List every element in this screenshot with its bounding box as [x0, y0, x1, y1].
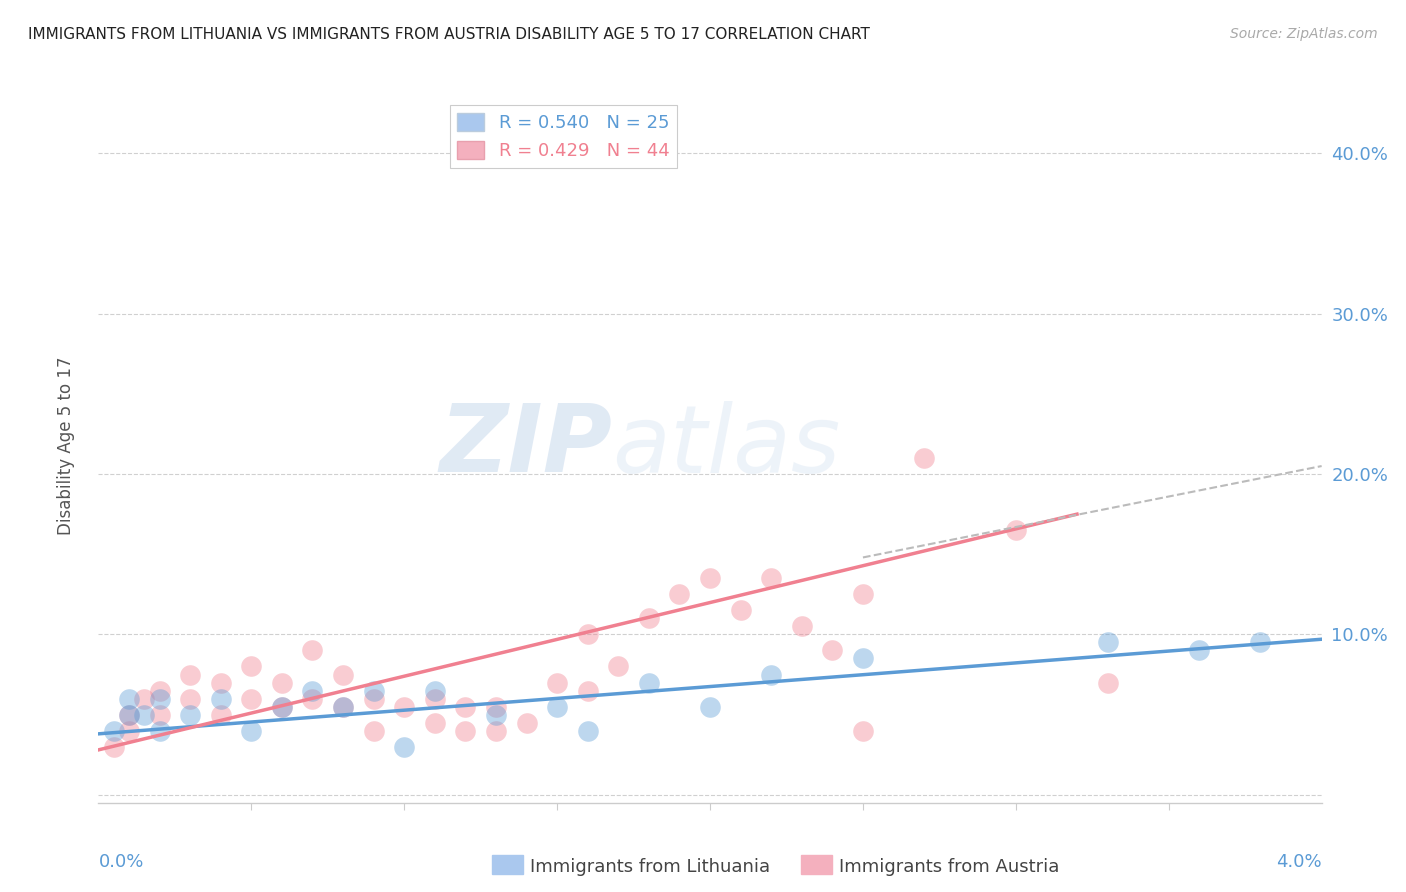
Point — [301, 683, 323, 698]
Point — [332, 667, 354, 681]
Point — [240, 659, 263, 673]
Point — [301, 691, 323, 706]
Point — [821, 643, 844, 657]
Point — [759, 667, 782, 681]
Point — [179, 667, 201, 681]
Text: atlas: atlas — [612, 401, 841, 491]
Point — [546, 675, 568, 690]
Point — [607, 130, 630, 145]
Point — [454, 699, 477, 714]
Point — [363, 683, 385, 698]
Point — [134, 707, 156, 722]
Point — [1188, 643, 1211, 657]
Point — [576, 683, 599, 698]
Point — [730, 603, 752, 617]
Point — [240, 723, 263, 738]
Point — [301, 643, 323, 657]
Point — [179, 691, 201, 706]
Text: ZIP: ZIP — [439, 400, 612, 492]
Point — [485, 707, 508, 722]
Point — [179, 707, 201, 722]
Point — [149, 691, 172, 706]
Point — [576, 723, 599, 738]
Point — [485, 723, 508, 738]
Point — [103, 739, 125, 754]
Point — [607, 659, 630, 673]
Y-axis label: Disability Age 5 to 17: Disability Age 5 to 17 — [56, 357, 75, 535]
Point — [1097, 675, 1119, 690]
Point — [149, 723, 172, 738]
Point — [637, 675, 661, 690]
Point — [240, 691, 263, 706]
Point — [363, 691, 385, 706]
Point — [485, 699, 508, 714]
Point — [912, 450, 935, 465]
Point — [668, 587, 690, 601]
Point — [392, 699, 416, 714]
Point — [118, 707, 141, 722]
Text: Immigrants from Lithuania: Immigrants from Lithuania — [530, 858, 770, 876]
Point — [118, 691, 141, 706]
Point — [454, 723, 477, 738]
Point — [270, 675, 294, 690]
Point — [852, 651, 875, 665]
Point — [1004, 523, 1026, 537]
Point — [332, 699, 354, 714]
Point — [516, 715, 538, 730]
Point — [576, 627, 599, 641]
Point — [392, 739, 416, 754]
Text: IMMIGRANTS FROM LITHUANIA VS IMMIGRANTS FROM AUSTRIA DISABILITY AGE 5 TO 17 CORR: IMMIGRANTS FROM LITHUANIA VS IMMIGRANTS … — [28, 27, 870, 42]
Point — [699, 571, 721, 585]
Point — [1249, 635, 1271, 649]
Point — [546, 699, 568, 714]
Legend: R = 0.540   N = 25, R = 0.429   N = 44: R = 0.540 N = 25, R = 0.429 N = 44 — [450, 105, 676, 168]
Point — [149, 683, 172, 698]
Point — [759, 571, 782, 585]
Point — [209, 691, 232, 706]
Point — [149, 707, 172, 722]
Text: 0.0%: 0.0% — [98, 853, 143, 871]
Point — [270, 699, 294, 714]
Point — [1097, 635, 1119, 649]
Point — [852, 587, 875, 601]
Point — [118, 723, 141, 738]
Point — [363, 723, 385, 738]
Point — [118, 707, 141, 722]
Point — [423, 715, 446, 730]
Text: 4.0%: 4.0% — [1277, 853, 1322, 871]
Point — [103, 723, 125, 738]
Text: Immigrants from Austria: Immigrants from Austria — [839, 858, 1060, 876]
Point — [270, 699, 294, 714]
Point — [790, 619, 813, 633]
Point — [332, 699, 354, 714]
Point — [423, 691, 446, 706]
Text: Source: ZipAtlas.com: Source: ZipAtlas.com — [1230, 27, 1378, 41]
Point — [637, 611, 661, 625]
Point — [209, 675, 232, 690]
Point — [852, 723, 875, 738]
Point — [209, 707, 232, 722]
Point — [423, 683, 446, 698]
Point — [699, 699, 721, 714]
Point — [134, 691, 156, 706]
